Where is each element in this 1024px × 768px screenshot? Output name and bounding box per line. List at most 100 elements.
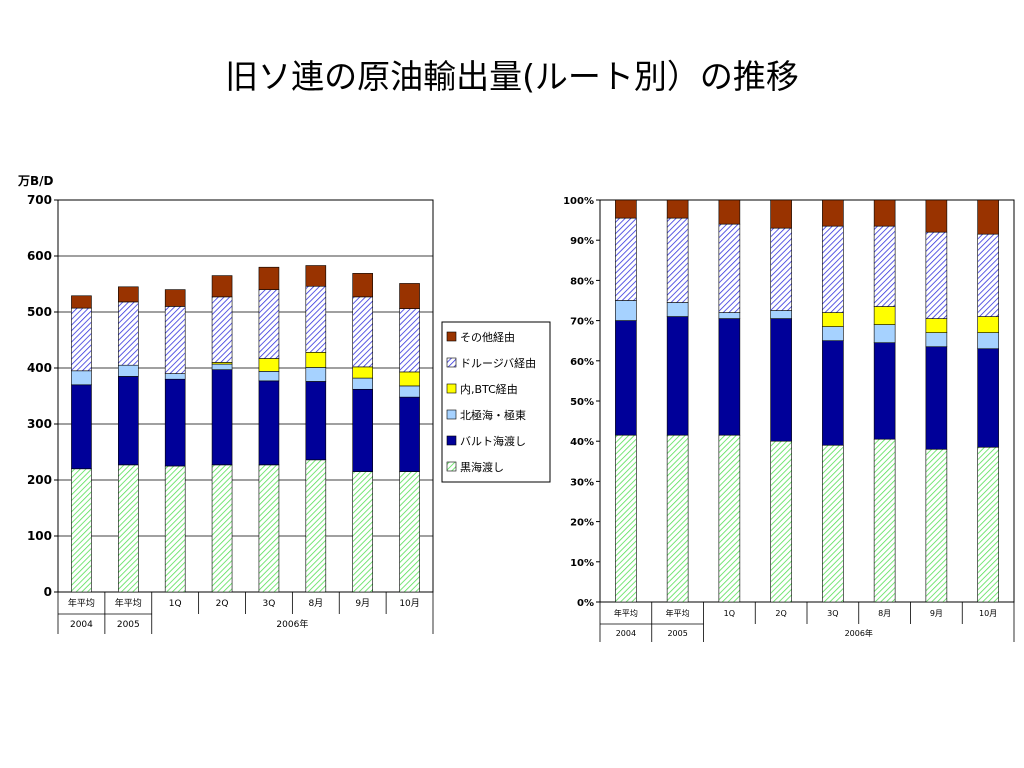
year-label: 2006年 (845, 628, 873, 638)
bar-segment (399, 471, 420, 593)
bar-segment (615, 300, 637, 321)
bar-segment (258, 266, 280, 290)
bar-segment (352, 296, 373, 368)
legend-box (441, 321, 551, 483)
bar-segment (977, 233, 999, 317)
bar-segment (258, 289, 280, 359)
y-tick-label: 40% (570, 437, 594, 448)
bar-segment (399, 396, 420, 472)
x-tick-label: 1Q (724, 609, 735, 618)
chart-volume: 0 100 200 300 400 500 600 700 万B/D 年平均 年平均 1Q 2Q 3Q 8月… (17, 174, 551, 634)
bar-segment (718, 223, 741, 313)
bar-segment (770, 310, 792, 319)
bar-segment (352, 377, 373, 390)
year-label: 2004 (616, 629, 636, 638)
bar-segment (770, 318, 792, 442)
bar-segment (211, 369, 233, 466)
y-tick-label: 70% (570, 317, 594, 328)
legend-swatch (446, 383, 457, 394)
bar-segment (164, 465, 186, 593)
bar-segment (258, 380, 280, 466)
bar-segment (258, 358, 280, 372)
y-tick-label: 700 (27, 193, 52, 207)
y-axis-label: 万B/D (17, 174, 54, 188)
bar-segment (615, 434, 637, 603)
legend-swatch (446, 409, 457, 420)
bar-segment (822, 225, 844, 313)
bar-segment (71, 295, 92, 309)
y-tick-label: 0 (44, 585, 52, 599)
bar-segment (305, 459, 327, 593)
bar-segment (71, 384, 92, 470)
y-tick-label: 100 (27, 529, 52, 543)
x-tick-label: 8月 (308, 598, 323, 609)
bar-segment (352, 388, 373, 472)
bar-segment (305, 381, 327, 461)
bar-segment (718, 199, 741, 225)
bar-segment (615, 320, 637, 436)
bar-segment (770, 199, 792, 229)
bar-segment (925, 318, 948, 333)
year-label: 2005 (667, 629, 687, 638)
bar-segment (164, 306, 186, 374)
y-tick-label: 500 (27, 305, 52, 319)
x-tick-label: 10月 (979, 609, 997, 618)
bar-segment (305, 352, 327, 368)
plot-area (57, 199, 434, 593)
legend-label: 黒海渡し (460, 460, 504, 474)
bar-segment (925, 231, 948, 319)
bar-segment (873, 438, 896, 603)
bar-segment (352, 273, 373, 298)
bar-segment (718, 318, 741, 436)
bar-segment (873, 306, 896, 325)
bar-segment (164, 378, 186, 467)
x-tick-label: 1Q (169, 599, 182, 609)
page-title: 旧ソ連の原油輸出量(ルート別）の推移 (225, 57, 799, 96)
bar-segment (977, 446, 999, 603)
bar-segment (71, 370, 92, 386)
x-tick-label: 年平均 (666, 608, 690, 618)
x-tick-label: 年平均 (614, 608, 638, 618)
y-tick-label: 600 (27, 249, 52, 263)
y-tick-label: 200 (27, 473, 52, 487)
bar-segment (352, 471, 373, 593)
year-label: 2006年 (276, 618, 308, 630)
bar-segment (873, 324, 896, 344)
bar-segment (666, 434, 689, 603)
y-tick-label: 80% (570, 276, 594, 287)
legend-swatch (446, 461, 457, 472)
bar-segment (118, 286, 139, 303)
bar-segment (822, 326, 844, 342)
bar-segment (399, 371, 420, 387)
legend-label: 内,BTC経由 (460, 382, 518, 396)
bar-segment (71, 307, 92, 372)
bar-segment (925, 346, 948, 450)
bar-segment (666, 316, 689, 436)
bar-segment (822, 444, 844, 603)
bar-segment (399, 308, 420, 373)
x-tick-label: 8月 (878, 609, 891, 618)
y-tick-label: 60% (570, 357, 594, 368)
legend-label: 北極海・極東 (460, 408, 526, 422)
y-tick-label: 30% (570, 477, 594, 488)
bar-segment (211, 296, 233, 363)
bar-segment (258, 464, 280, 593)
bar-segment (305, 285, 327, 353)
bar-segment (164, 373, 186, 380)
x-tick-label: 3Q (827, 609, 838, 618)
bar-segment (615, 217, 637, 301)
bar-segment (925, 199, 948, 233)
x-tick-label: 9月 (930, 609, 943, 618)
bar-segment (305, 367, 327, 382)
y-tick-label: 50% (570, 397, 594, 408)
bar-segment (211, 275, 233, 298)
x-tick-label: 2Q (775, 609, 786, 618)
bar-segment (925, 448, 948, 603)
bar-segment (925, 332, 948, 348)
bar-segment (873, 342, 896, 440)
bar-segment (822, 199, 844, 227)
bar-segment (118, 364, 139, 377)
year-label: 2004 (70, 620, 93, 630)
